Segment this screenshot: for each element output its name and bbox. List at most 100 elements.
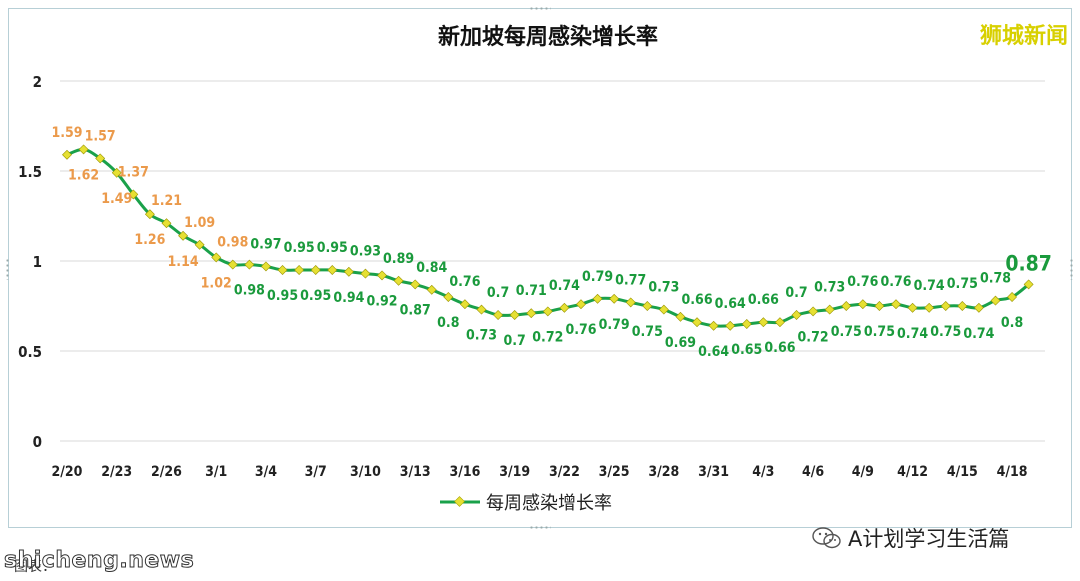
data-label: 0.87 xyxy=(400,302,431,318)
data-label: 0.95 xyxy=(284,240,315,256)
data-label: 0.66 xyxy=(682,292,713,308)
data-label: 0.98 xyxy=(234,283,265,299)
data-label: 0.74 xyxy=(897,326,928,342)
data-label: 0.78 xyxy=(980,271,1011,287)
data-point xyxy=(459,299,470,310)
data-label: 0.75 xyxy=(831,324,862,340)
data-label: 1.14 xyxy=(168,254,199,270)
data-label: 0.94 xyxy=(333,290,364,306)
x-tick-label: 3/1 xyxy=(205,464,227,480)
data-label: 1.57 xyxy=(85,128,116,144)
x-tick-label: 3/4 xyxy=(255,464,277,480)
data-point xyxy=(824,304,835,315)
data-point xyxy=(642,301,653,311)
resize-handle-left[interactable] xyxy=(6,258,9,280)
y-tick-label: 1 xyxy=(33,253,42,271)
data-point xyxy=(990,295,1001,306)
data-point xyxy=(857,299,868,310)
data-label: 0.87 xyxy=(1005,251,1052,275)
data-label: 0.73 xyxy=(466,328,497,344)
resize-handle-right[interactable] xyxy=(1070,258,1073,280)
data-label: 0.75 xyxy=(864,324,895,340)
data-point xyxy=(675,311,686,322)
x-tick-label: 2/20 xyxy=(52,464,83,480)
legend: 每周感染增长率 xyxy=(440,493,612,514)
data-point xyxy=(161,218,172,229)
data-label: 0.95 xyxy=(317,240,348,256)
data-point xyxy=(294,265,305,275)
data-label: 0.8 xyxy=(1001,315,1023,331)
data-label: 0.92 xyxy=(366,293,397,309)
data-label: 0.76 xyxy=(449,274,480,290)
y-tick-label: 0 xyxy=(33,433,42,451)
data-label: 0.7 xyxy=(504,333,526,349)
legend-label: 每周感染增长率 xyxy=(486,493,612,514)
x-tick-label: 3/19 xyxy=(499,464,530,480)
data-label: 0.64 xyxy=(715,296,746,312)
data-point xyxy=(542,306,553,317)
data-label: 1.49 xyxy=(101,191,132,207)
data-point xyxy=(343,266,354,277)
account-name: A计划学习生活篇 xyxy=(848,527,1010,551)
data-label: 0.93 xyxy=(350,244,381,260)
data-label: 0.79 xyxy=(582,269,613,285)
data-label: 0.95 xyxy=(267,288,298,304)
resize-handle-bottom[interactable] xyxy=(529,526,551,529)
data-point xyxy=(244,259,255,270)
data-label: 0.66 xyxy=(764,340,795,356)
data-point xyxy=(476,304,487,315)
data-label: 0.69 xyxy=(665,335,696,351)
resize-handle-top[interactable] xyxy=(529,7,551,10)
data-point xyxy=(443,292,454,302)
data-label: 0.75 xyxy=(930,324,961,340)
data-point xyxy=(426,284,437,295)
x-tick-label: 2/26 xyxy=(151,464,182,480)
data-label: 1.26 xyxy=(134,232,165,248)
data-point xyxy=(526,308,537,319)
data-point xyxy=(774,317,785,328)
data-label: 0.89 xyxy=(383,251,414,267)
data-point xyxy=(808,306,819,317)
data-point xyxy=(708,320,719,331)
x-tick-label: 3/7 xyxy=(305,464,327,480)
data-label: 0.84 xyxy=(416,260,447,276)
data-point xyxy=(360,268,371,279)
data-point xyxy=(194,239,205,250)
data-label: 0.74 xyxy=(963,326,994,342)
x-tick-label: 3/16 xyxy=(449,464,480,480)
data-label: 0.73 xyxy=(814,280,845,296)
x-tick-label: 3/25 xyxy=(599,464,630,480)
data-label: 0.98 xyxy=(217,235,248,251)
data-label: 0.65 xyxy=(731,342,762,358)
x-tick-label: 2/23 xyxy=(101,464,132,480)
data-label: 0.64 xyxy=(698,344,729,360)
data-point xyxy=(327,265,338,275)
data-point xyxy=(393,275,404,286)
data-label: 0.76 xyxy=(880,274,911,290)
data-label: 0.72 xyxy=(798,329,829,345)
data-point xyxy=(791,310,802,320)
source-text: 图表： xyxy=(14,559,56,575)
x-tick-label: 4/6 xyxy=(802,464,824,480)
data-point xyxy=(658,304,669,315)
data-point xyxy=(592,293,603,304)
legend-marker xyxy=(454,496,465,507)
data-label: 0.72 xyxy=(532,329,563,345)
data-label: 1.21 xyxy=(151,193,182,209)
y-tick-label: 0.5 xyxy=(18,343,42,361)
data-point xyxy=(741,319,752,329)
data-point xyxy=(227,259,238,270)
data-point xyxy=(128,189,139,200)
data-label: 0.7 xyxy=(785,285,807,301)
data-label: 0.66 xyxy=(748,292,779,308)
data-point xyxy=(957,301,968,311)
data-point xyxy=(625,297,636,308)
chart-title: 新加坡每周感染增长率 xyxy=(438,24,658,50)
brand-watermark: 狮城新闻 xyxy=(979,24,1068,49)
data-point xyxy=(277,265,288,275)
data-point xyxy=(692,317,702,328)
x-tick-label: 4/18 xyxy=(997,464,1028,480)
series-line xyxy=(65,147,1031,328)
data-point xyxy=(493,310,504,320)
